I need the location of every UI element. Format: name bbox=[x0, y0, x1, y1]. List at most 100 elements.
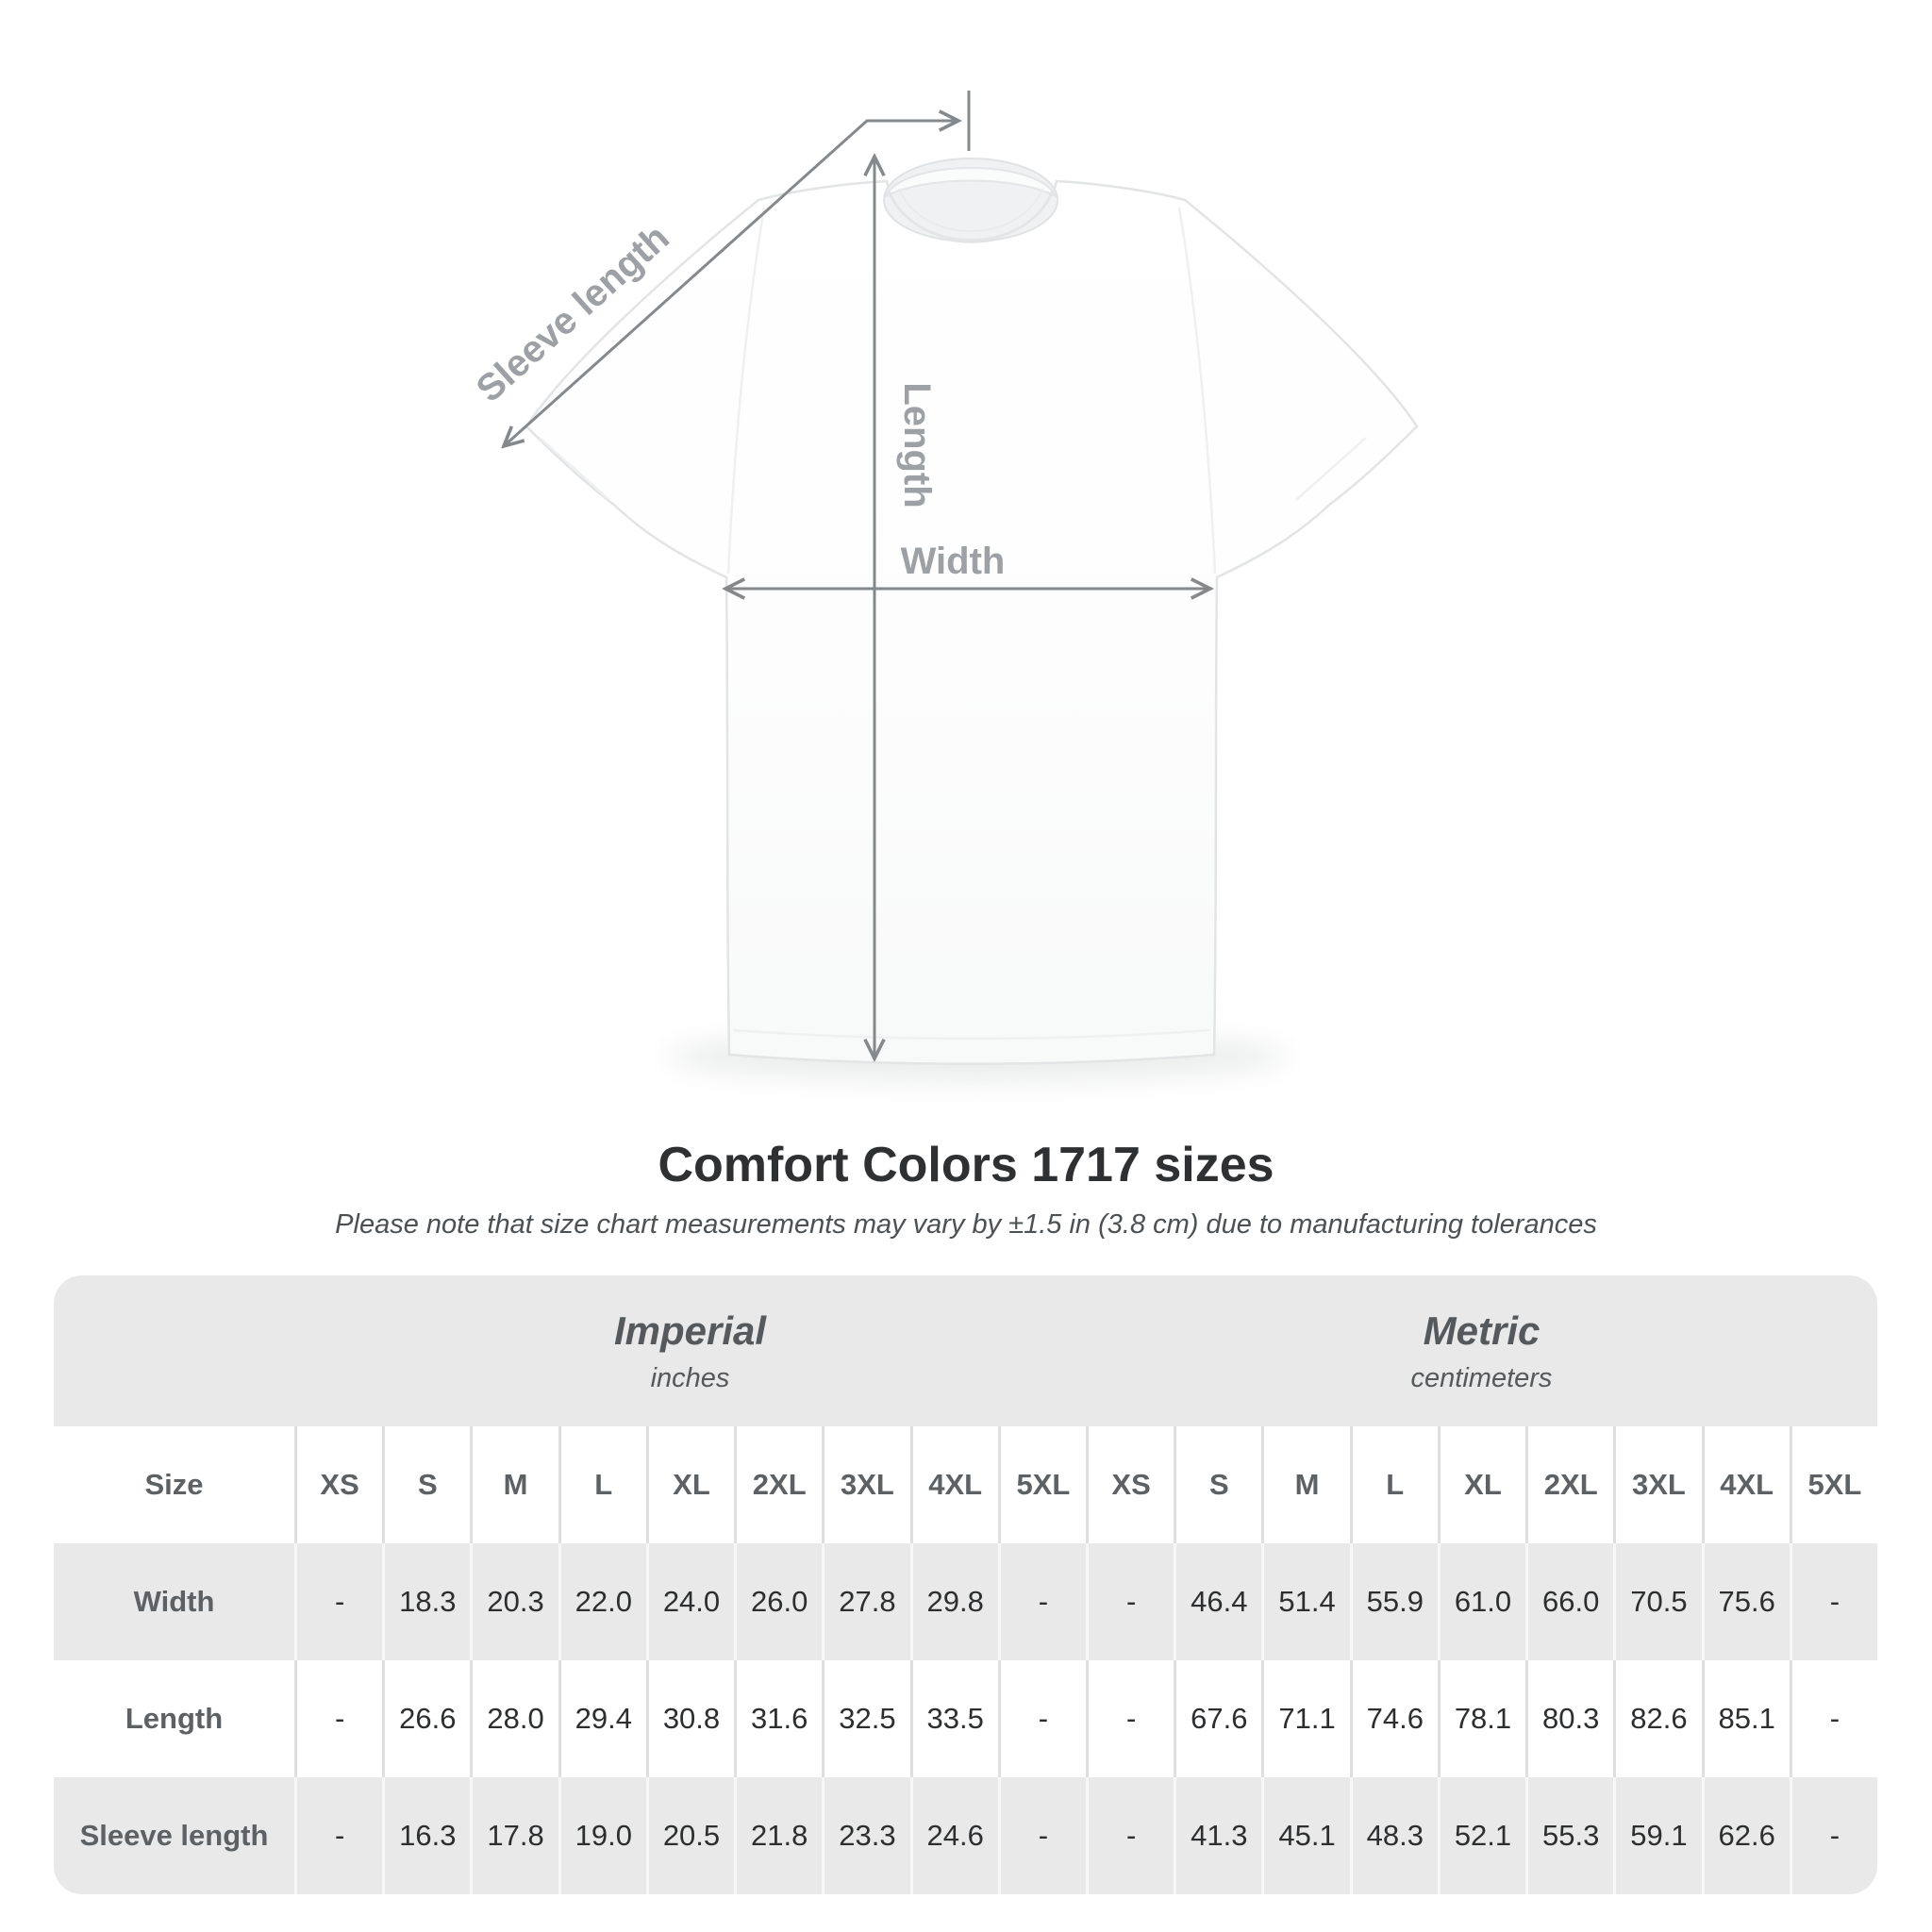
imperial-label: Imperial bbox=[613, 1307, 767, 1353]
row-label: Width bbox=[133, 1585, 215, 1618]
size-header-row: Size XS S M L XL 2XL 3XL 4XL 5XL XS S M … bbox=[54, 1426, 1877, 1543]
table-cell: 45.1 bbox=[1261, 1777, 1349, 1894]
size-table: Imperial inches Metric centimeters Size … bbox=[54, 1275, 1877, 1894]
table-cell: - bbox=[1085, 1543, 1174, 1660]
table-cell: - bbox=[997, 1660, 1086, 1777]
metric-group-header: Metric centimeters bbox=[1086, 1275, 1877, 1426]
table-group-header: Imperial inches Metric centimeters bbox=[54, 1275, 1877, 1426]
table-cell: 18.3 bbox=[382, 1543, 470, 1660]
table-cell: 23.3 bbox=[822, 1777, 909, 1894]
column-header: 5XL bbox=[1789, 1426, 1877, 1543]
imperial-units: inches bbox=[650, 1362, 730, 1393]
table-cell: 62.6 bbox=[1701, 1777, 1790, 1894]
table-row-sleeve-length: Sleeve length - 16.3 17.8 19.0 20.5 21.8… bbox=[54, 1777, 1877, 1894]
column-header: 3XL bbox=[822, 1426, 909, 1543]
column-header: 4XL bbox=[909, 1426, 998, 1543]
table-cell: 82.6 bbox=[1613, 1660, 1701, 1777]
table-cell: 26.6 bbox=[382, 1660, 470, 1777]
row-label: Length bbox=[125, 1702, 224, 1735]
tshirt-graphic: Sleeve length Length Width bbox=[469, 91, 1419, 1081]
table-cell: 48.3 bbox=[1349, 1777, 1438, 1894]
table-cell: 33.5 bbox=[909, 1660, 998, 1777]
metric-label: Metric bbox=[1423, 1307, 1541, 1353]
column-header: 2XL bbox=[734, 1426, 822, 1543]
page-title: Comfort Colors 1717 sizes bbox=[658, 1138, 1274, 1192]
column-header: XS bbox=[294, 1426, 382, 1543]
table-cell: 66.0 bbox=[1525, 1543, 1613, 1660]
column-header: S bbox=[382, 1426, 470, 1543]
table-cell: 52.1 bbox=[1437, 1777, 1525, 1894]
column-header: M bbox=[1261, 1426, 1349, 1543]
table-cell: 59.1 bbox=[1613, 1777, 1701, 1894]
table-cell: 74.6 bbox=[1349, 1660, 1438, 1777]
tshirt-diagram: Sleeve length Length Width bbox=[453, 75, 1453, 1113]
table-cell: 28.0 bbox=[470, 1660, 558, 1777]
table-cell: - bbox=[294, 1660, 382, 1777]
column-header: XL bbox=[1437, 1426, 1525, 1543]
table-cell: - bbox=[1085, 1660, 1174, 1777]
measurement-arrows bbox=[504, 91, 1210, 1058]
column-header: XS bbox=[1085, 1426, 1174, 1543]
table-cell: 30.8 bbox=[645, 1660, 734, 1777]
table-cell: 85.1 bbox=[1701, 1660, 1790, 1777]
table-cell: 55.9 bbox=[1349, 1543, 1438, 1660]
table-row-length: Length - 26.6 28.0 29.4 30.8 31.6 32.5 3… bbox=[54, 1660, 1877, 1777]
column-header: 3XL bbox=[1613, 1426, 1701, 1543]
heading-block: Comfort Colors 1717 sizes Please note th… bbox=[0, 1138, 1932, 1241]
table-cell: 24.0 bbox=[645, 1543, 734, 1660]
table-cell: - bbox=[1085, 1777, 1174, 1894]
table-cell: 21.8 bbox=[734, 1777, 822, 1894]
tshirt-body bbox=[525, 179, 1419, 1065]
column-header: L bbox=[1349, 1426, 1438, 1543]
length-label: Length bbox=[896, 382, 938, 508]
row-label: Sleeve length bbox=[79, 1819, 269, 1852]
table-row-width: Width - 18.3 20.3 22.0 24.0 26.0 27.8 29… bbox=[54, 1543, 1877, 1660]
collar bbox=[883, 158, 1058, 242]
table-cell: 26.0 bbox=[734, 1543, 822, 1660]
table-cell: 31.6 bbox=[734, 1660, 822, 1777]
table-cell: - bbox=[1789, 1777, 1877, 1894]
table-cell: 80.3 bbox=[1525, 1660, 1613, 1777]
table-cell: 19.0 bbox=[558, 1777, 646, 1894]
table-cell: 24.6 bbox=[909, 1777, 998, 1894]
table-cell: 20.5 bbox=[645, 1777, 734, 1894]
column-header: S bbox=[1174, 1426, 1261, 1543]
table-cell: - bbox=[1789, 1660, 1877, 1777]
tolerance-note: Please note that size chart measurements… bbox=[335, 1208, 1597, 1240]
table-cell: 29.8 bbox=[909, 1543, 998, 1660]
imperial-group-header: Imperial inches bbox=[294, 1275, 1086, 1426]
table-cell: - bbox=[1789, 1543, 1877, 1660]
table-cell: 16.3 bbox=[382, 1777, 470, 1894]
table-cell: 29.4 bbox=[558, 1660, 646, 1777]
table-cell: - bbox=[294, 1777, 382, 1894]
column-header: XL bbox=[645, 1426, 734, 1543]
column-header: L bbox=[558, 1426, 646, 1543]
table-cell: 71.1 bbox=[1261, 1660, 1349, 1777]
table-cell: 55.3 bbox=[1525, 1777, 1613, 1894]
table-cell: 22.0 bbox=[558, 1543, 646, 1660]
width-label: Width bbox=[901, 541, 1006, 582]
column-header: 5XL bbox=[997, 1426, 1086, 1543]
column-header: M bbox=[470, 1426, 558, 1543]
table-cell: - bbox=[997, 1543, 1086, 1660]
table-cell: 70.5 bbox=[1613, 1543, 1701, 1660]
table-cell: 20.3 bbox=[470, 1543, 558, 1660]
sleeve-length-arrow bbox=[504, 121, 958, 446]
column-header: 4XL bbox=[1701, 1426, 1790, 1543]
table-cell: 75.6 bbox=[1701, 1543, 1790, 1660]
column-header: 2XL bbox=[1525, 1426, 1613, 1543]
table-cell: 51.4 bbox=[1261, 1543, 1349, 1660]
table-cell: 46.4 bbox=[1174, 1543, 1261, 1660]
table-cell: 32.5 bbox=[822, 1660, 909, 1777]
metric-units: centimeters bbox=[1410, 1362, 1553, 1393]
table-cell: 17.8 bbox=[470, 1777, 558, 1894]
table-cell: 61.0 bbox=[1437, 1543, 1525, 1660]
table-cell: 41.3 bbox=[1174, 1777, 1261, 1894]
table-cell: 78.1 bbox=[1437, 1660, 1525, 1777]
size-header-label: Size bbox=[144, 1468, 204, 1501]
table-cell: 27.8 bbox=[822, 1543, 909, 1660]
table-cell: 67.6 bbox=[1174, 1660, 1261, 1777]
table-cell: - bbox=[997, 1777, 1086, 1894]
table-cell: - bbox=[294, 1543, 382, 1660]
